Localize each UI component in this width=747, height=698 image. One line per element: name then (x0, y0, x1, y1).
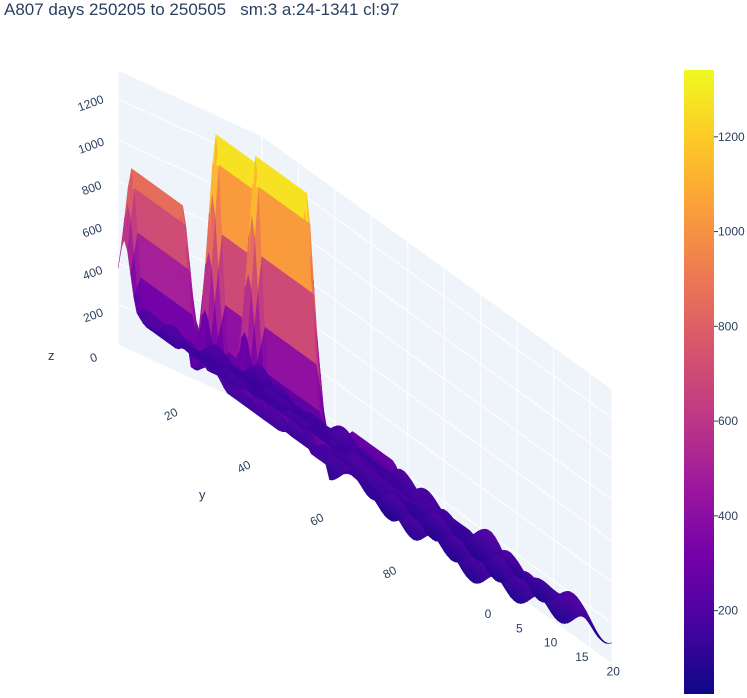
z-tick-label: 200 (81, 305, 105, 325)
colorbar-tick-label: 400 (718, 509, 738, 523)
z-tick-label: 0 (88, 350, 99, 366)
colorbar-tick-label: 1200 (718, 130, 745, 144)
z-tick-label: 400 (81, 263, 105, 283)
surface-patch (605, 642, 613, 644)
x-tick-label: 20 (607, 664, 621, 678)
z-tick-label: 1000 (76, 134, 106, 156)
y-tick-label: 80 (381, 563, 400, 582)
x-tick-label: 0 (485, 607, 492, 621)
colorbar-tick-label: 1000 (718, 225, 745, 239)
chart-title: A807 days 250205 to 250505 sm:3 a:24-134… (4, 0, 400, 19)
axis-ticks: 0510152020406080120010008006004002000xyz (48, 92, 621, 678)
colorbar-tick-label: 600 (718, 414, 738, 428)
colorbar-bar (684, 70, 714, 694)
x-tick-label: 15 (575, 650, 589, 664)
colorbar-tick-label: 800 (718, 319, 738, 333)
y-tick-label: 40 (235, 457, 254, 476)
y-tick-label: 60 (308, 510, 327, 529)
z-tick-label: 800 (80, 178, 104, 198)
x-tick-label: 5 (516, 621, 523, 635)
z-tick-label: 600 (80, 220, 104, 240)
z-tick-label: 1200 (76, 92, 106, 114)
colorbar-tick-label: 200 (718, 604, 738, 618)
colorbar: 1200 1000 800 600 400 200 (684, 70, 745, 694)
x-tick-label: 10 (544, 636, 558, 650)
surface-plot (117, 134, 613, 644)
y-axis-title: y (199, 487, 206, 502)
y-tick-label: 20 (162, 405, 181, 424)
z-axis-title: z (48, 348, 55, 363)
